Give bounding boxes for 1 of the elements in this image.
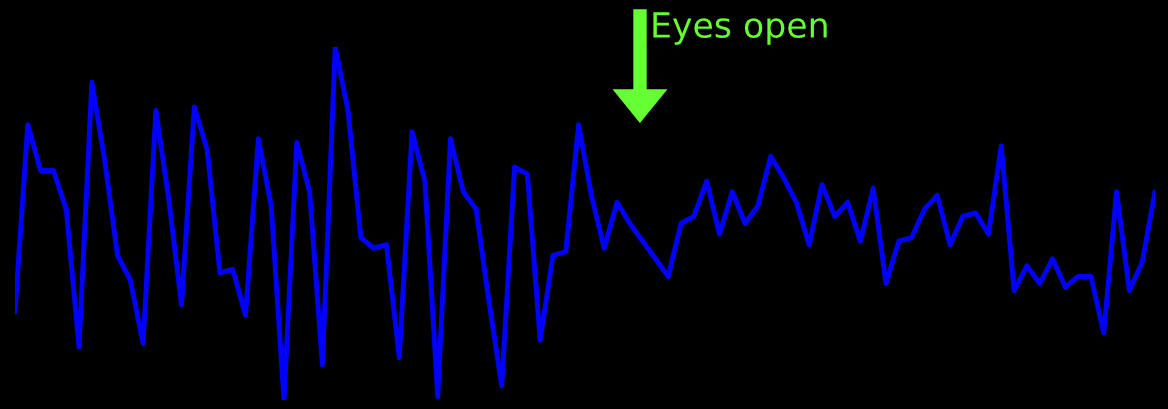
text: Eyes open (653, 12, 827, 45)
